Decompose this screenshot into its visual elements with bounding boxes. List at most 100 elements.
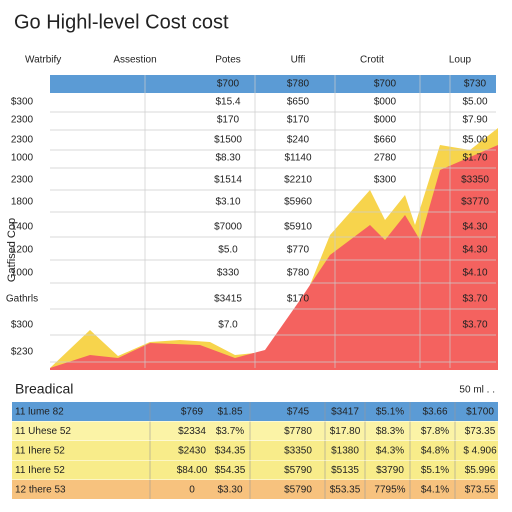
row-label: 1800 [11,197,34,208]
row-label: 1000 [11,268,34,279]
cell: $7.90 [462,115,487,126]
cell: $1.85 [217,407,242,418]
cell: $8.3% [376,426,404,437]
summary-band [50,75,496,93]
cell: $4.3% [376,446,404,457]
row-band [12,480,498,499]
summary-cell: $730 [464,79,487,90]
row-label: Gathrls [6,294,38,305]
cell: $769 [181,407,204,418]
cell: $170 [287,115,310,126]
cell: $4.30 [462,222,487,233]
cell: $5.0 [218,245,238,256]
column-header: Potes [215,55,241,66]
row-label: 2300 [11,175,34,186]
cell: $770 [287,245,310,256]
cell: $54.35 [215,465,246,476]
cell: $3.7% [216,426,244,437]
cell: $7.0 [218,320,238,331]
cell: $2334 [178,426,206,437]
summary-cell: $700 [217,79,240,90]
cell: $8.30 [215,153,240,164]
cell: $15.4 [215,97,240,108]
row-band [12,402,498,421]
section-note: 50 ml . . [459,385,495,396]
column-header: Loup [449,55,472,66]
column-header: Assestion [113,55,156,66]
y-title: Gatfised Cop [6,218,18,282]
title: Go Highl-level Cost cost [14,11,229,33]
row-label: 11 lume 82 [15,407,64,418]
cell: $ 4.906 [463,446,497,457]
cell: $3.70 [462,294,487,305]
cell: $3417 [331,407,359,418]
cell: $5790 [284,465,312,476]
cell: $1380 [331,446,359,457]
row-label: $300 [11,320,34,331]
row-label: 2300 [11,115,34,126]
cell: $3.10 [215,197,240,208]
cell: $7000 [214,222,242,233]
column-header: Crotit [360,55,384,66]
row-label: 12 there 53 [15,485,66,496]
row-band [12,441,498,460]
cell: $1500 [214,135,242,146]
cell: $170 [287,294,310,305]
cell: $5.996 [465,465,496,476]
cell: $4.30 [462,245,487,256]
row-label: 11 Ihere 52 [15,446,65,457]
cell: $300 [374,175,397,186]
column-header: Uffi [291,55,306,66]
row-band [12,460,498,480]
cell: $3790 [376,465,404,476]
section-title: Breadical [15,381,73,397]
cell: $650 [287,97,310,108]
cell: $3.66 [422,407,447,418]
cell: $745 [287,407,310,418]
row-band [12,421,498,441]
cell: $660 [374,135,397,146]
cell: $000 [374,115,397,126]
cell: $34.35 [215,446,246,457]
cell: $5.1% [421,465,449,476]
cell: 2780 [374,153,397,164]
cell: $4.1% [421,485,449,496]
row-label: $230 [11,347,34,358]
cell: $53.35 [330,485,361,496]
cell: $2430 [178,446,206,457]
cell: $5.1% [376,407,404,418]
row-label: 1000 [11,153,34,164]
cell: $5790 [284,485,312,496]
cell: $240 [287,135,310,146]
cell: $5910 [284,222,312,233]
summary-cell: $780 [287,79,310,90]
row-label: 11 Ihere 52 [15,465,65,476]
cell: $5.00 [462,97,487,108]
cell: $3350 [461,175,489,186]
cell: $73.35 [465,426,496,437]
cell: 7795% [374,485,405,496]
cell: $780 [287,268,310,279]
cell: $1700 [466,407,494,418]
area-front [50,145,498,370]
cell: $3415 [214,294,242,305]
cell: $3.70 [462,320,487,331]
cell: $3350 [284,446,312,457]
cell: $000 [374,97,397,108]
summary-cell: $700 [374,79,397,90]
cell: $1514 [214,175,242,186]
cell: $5.00 [462,135,487,146]
cell: 0 [189,485,195,496]
cell: $1.70 [462,153,487,164]
row-label: 1400 [11,222,34,233]
cell: $330 [217,268,240,279]
cell: $17.80 [330,426,361,437]
cell: $73.55 [465,485,496,496]
cell: $170 [217,115,240,126]
cell: $4.8% [421,446,449,457]
cell: $3770 [461,197,489,208]
cell: $84.00 [177,465,208,476]
row-label: 1200 [11,245,34,256]
cell: $5960 [284,197,312,208]
